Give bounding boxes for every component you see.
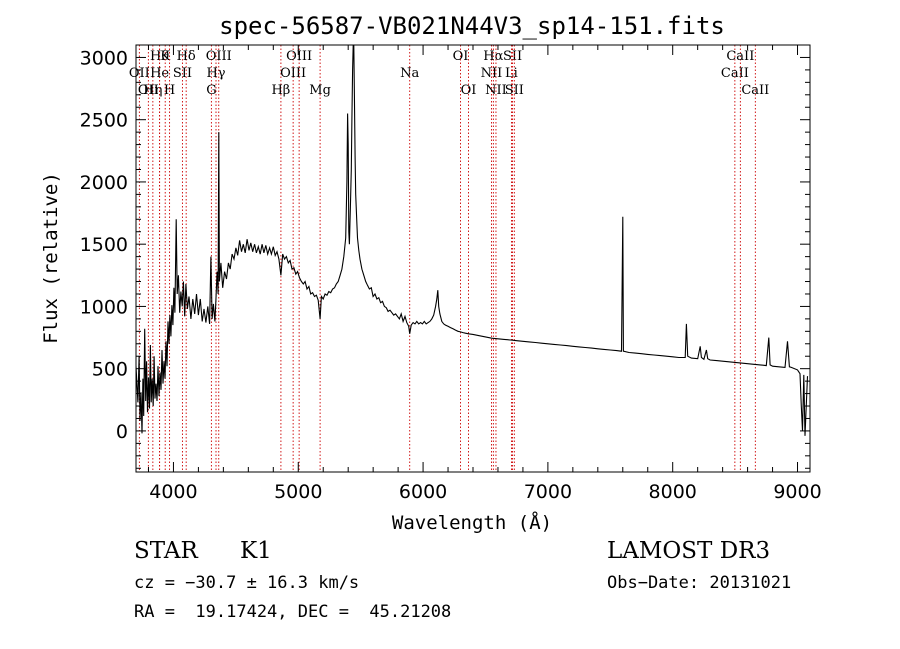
y-tick-label: 2500 xyxy=(80,110,128,132)
marker-label: He xyxy=(150,66,169,81)
marker-label: OII xyxy=(138,83,159,98)
marker-label: SII xyxy=(505,83,524,98)
marker-label: OIII xyxy=(206,49,232,64)
marker-label: NII xyxy=(481,66,503,81)
x-tick-label: 9000 xyxy=(773,481,821,503)
object-subclass: K1 xyxy=(240,538,272,564)
marker-label: SII xyxy=(503,49,522,64)
y-tick-label: 1000 xyxy=(80,296,128,318)
marker-label: Hβ xyxy=(271,83,290,98)
marker-label: OIII xyxy=(286,49,312,64)
y-tick-label: 2000 xyxy=(80,172,128,194)
marker-label: SII xyxy=(173,66,192,81)
y-tick-label: 0 xyxy=(116,421,128,443)
plot-frame xyxy=(135,44,811,473)
y-axis: 0 500 1000 1500 2000 2500 3000 xyxy=(80,47,810,469)
marker-label: OII xyxy=(129,66,150,81)
chart-title: spec-56587-VB021N44V3_sp14-151.fits xyxy=(219,12,725,40)
marker-label: Hδ xyxy=(177,49,196,64)
survey-label: LAMOST DR3 xyxy=(607,538,771,564)
x-axis: 4000 5000 6000 7000 8000 9000 xyxy=(147,45,822,503)
y-axis-label: Flux (relative) xyxy=(40,172,62,344)
marker-label: OI xyxy=(453,49,469,64)
marker-label: Hη xyxy=(143,83,162,98)
object-class: STAR xyxy=(134,538,198,564)
marker-label: Li xyxy=(505,66,518,81)
x-tick-label: 5000 xyxy=(274,481,322,503)
spectrum-line xyxy=(136,45,809,436)
y-tick-label: 3000 xyxy=(80,47,128,69)
x-tick-label: 7000 xyxy=(524,481,572,503)
marker-label: H xyxy=(164,83,175,98)
marker-label: CaII xyxy=(741,83,769,98)
marker-label: Hα xyxy=(483,49,503,64)
marker-label: OIII xyxy=(280,66,306,81)
marker-label: CaII xyxy=(726,49,754,64)
x-tick-label: 8000 xyxy=(649,481,697,503)
x-axis-label: Wavelength (Å) xyxy=(392,511,552,534)
redshift-info: cz = −30.7 ± 16.3 km/s xyxy=(134,573,360,593)
marker-label: Mg xyxy=(309,83,331,98)
marker-label: OI xyxy=(461,83,477,98)
coordinates-info: RA = 19.17424, DEC = 45.21208 xyxy=(134,602,452,622)
marker-label: Hγ xyxy=(206,66,225,81)
y-tick-label: 500 xyxy=(92,359,128,381)
observation-date: Obs−Date: 20131021 xyxy=(607,573,792,593)
x-tick-label: 6000 xyxy=(399,481,447,503)
marker-label: Na xyxy=(400,66,419,81)
marker-label: K xyxy=(160,49,170,64)
marker-label: CaII xyxy=(721,66,749,81)
emission-line-markers: OIIOIIHηHθHeKHSIIHδGHγOIIIHβOIIIOIIIMgNa… xyxy=(129,45,769,472)
y-tick-label: 1500 xyxy=(80,234,128,256)
x-tick-label: 4000 xyxy=(149,481,197,503)
marker-label: NII xyxy=(485,83,507,98)
marker-label: G xyxy=(206,83,216,98)
